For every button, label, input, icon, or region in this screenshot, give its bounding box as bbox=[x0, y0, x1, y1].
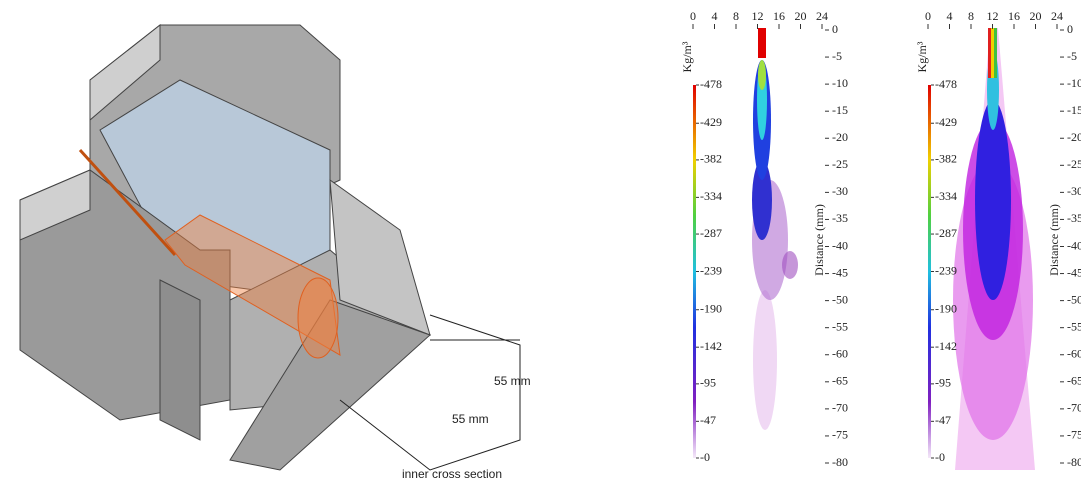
colorbar-tick-label: -334 bbox=[935, 189, 957, 203]
y-tick-label: -15 bbox=[1067, 103, 1081, 117]
y-axis-label: Distance (mm) bbox=[812, 204, 826, 276]
colorbar-tick-label: -190 bbox=[700, 301, 722, 315]
colorbar-tick-label: -47 bbox=[935, 413, 951, 427]
colorbar-tick-label: -190 bbox=[935, 301, 957, 315]
y-tick-label: -10 bbox=[832, 76, 848, 90]
colorbar bbox=[928, 85, 931, 458]
colorbar-tick-label: -95 bbox=[935, 376, 951, 390]
y-tick-label: -5 bbox=[1067, 49, 1077, 63]
colorbar-tick-label: -287 bbox=[935, 226, 957, 240]
y-tick-label: -60 bbox=[832, 347, 848, 361]
dimension-label: 55 mm bbox=[494, 374, 531, 388]
colorbar-tick-label: -142 bbox=[935, 339, 957, 353]
colorbar-tick-label: -0 bbox=[935, 450, 945, 464]
y-tick-label: -20 bbox=[1067, 130, 1081, 144]
colorbar-tick-label: -95 bbox=[700, 376, 716, 390]
y-tick-label: -15 bbox=[832, 103, 848, 117]
y-tick-label: -60 bbox=[1067, 347, 1081, 361]
y-tick-label: -30 bbox=[1067, 184, 1081, 198]
x-tick-label: 12 bbox=[752, 9, 764, 23]
x-tick-label: 20 bbox=[795, 9, 807, 23]
y-tick-label: -75 bbox=[832, 428, 848, 442]
x-tick-label: 0 bbox=[925, 9, 931, 23]
colorbar-tick-label: -478 bbox=[935, 77, 957, 91]
colorbar-tick-label: -287 bbox=[700, 226, 722, 240]
cad-diagram: 55 mm 55 mm inner cross section bbox=[20, 25, 531, 481]
y-tick-label: -55 bbox=[832, 319, 848, 333]
y-tick-label: -5 bbox=[832, 49, 842, 63]
y-tick-label: -35 bbox=[832, 211, 848, 225]
y-tick-label: -45 bbox=[1067, 265, 1081, 279]
y-tick-label: -65 bbox=[1067, 374, 1081, 388]
y-tick-label: -70 bbox=[1067, 401, 1081, 415]
y-tick-label: -80 bbox=[1067, 455, 1081, 469]
colorbar-tick-label: -0 bbox=[700, 450, 710, 464]
y-tick-label: -40 bbox=[832, 238, 848, 252]
x-tick-label: 4 bbox=[947, 9, 953, 23]
colorbar bbox=[693, 85, 696, 458]
colorbar-tick-label: -47 bbox=[700, 413, 716, 427]
x-tick-label: 12 bbox=[987, 9, 999, 23]
x-tick-label: 16 bbox=[773, 9, 785, 23]
colorbar-tick-label: -239 bbox=[700, 263, 722, 277]
y-tick-label: 0 bbox=[1067, 22, 1073, 36]
plume-2 bbox=[953, 28, 1035, 470]
y-tick-label: -70 bbox=[832, 401, 848, 415]
y-tick-label: -55 bbox=[1067, 319, 1081, 333]
colorbar-tick-label: -382 bbox=[700, 152, 722, 166]
x-tick-label: 8 bbox=[968, 9, 974, 23]
dimension-label: 55 mm bbox=[452, 412, 489, 426]
y-tick-label: -45 bbox=[832, 265, 848, 279]
colorbar-unit: Kg/m³ bbox=[915, 41, 929, 72]
colorbar-unit: Kg/m³ bbox=[680, 41, 694, 72]
y-tick-label: -10 bbox=[1067, 76, 1081, 90]
colorbar-tick-label: -382 bbox=[935, 152, 957, 166]
y-tick-label: -25 bbox=[1067, 157, 1081, 171]
caption: inner cross section bbox=[402, 467, 502, 481]
y-tick-label: -80 bbox=[832, 455, 848, 469]
y-tick-label: -75 bbox=[1067, 428, 1081, 442]
x-tick-label: 24 bbox=[1051, 9, 1063, 23]
y-tick-label: -35 bbox=[1067, 211, 1081, 225]
colorbar-tick-label: -239 bbox=[935, 263, 957, 277]
colorbar-tick-label: -142 bbox=[700, 339, 722, 353]
y-tick-label: -40 bbox=[1067, 238, 1081, 252]
x-tick-label: 24 bbox=[816, 9, 828, 23]
y-tick-label: 0 bbox=[832, 22, 838, 36]
colorbar-tick-label: -429 bbox=[935, 115, 957, 129]
y-axis-label: Distance (mm) bbox=[1047, 204, 1061, 276]
colorbar-tick-label: -478 bbox=[700, 77, 722, 91]
y-tick-label: -25 bbox=[832, 157, 848, 171]
x-tick-label: 20 bbox=[1030, 9, 1042, 23]
x-tick-label: 0 bbox=[690, 9, 696, 23]
x-tick-label: 16 bbox=[1008, 9, 1020, 23]
y-tick-label: -65 bbox=[832, 374, 848, 388]
x-tick-label: 8 bbox=[733, 9, 739, 23]
y-tick-label: -30 bbox=[832, 184, 848, 198]
y-tick-label: -50 bbox=[832, 292, 848, 306]
y-tick-label: -20 bbox=[832, 130, 848, 144]
x-tick-label: 4 bbox=[712, 9, 718, 23]
y-tick-label: -50 bbox=[1067, 292, 1081, 306]
plume-1 bbox=[752, 28, 798, 430]
colorbar-tick-label: -334 bbox=[700, 189, 722, 203]
colorbar-tick-label: -429 bbox=[700, 115, 722, 129]
figure: 55 mm 55 mm inner cross section 0 4 8 12 16 2… bbox=[0, 0, 1081, 484]
